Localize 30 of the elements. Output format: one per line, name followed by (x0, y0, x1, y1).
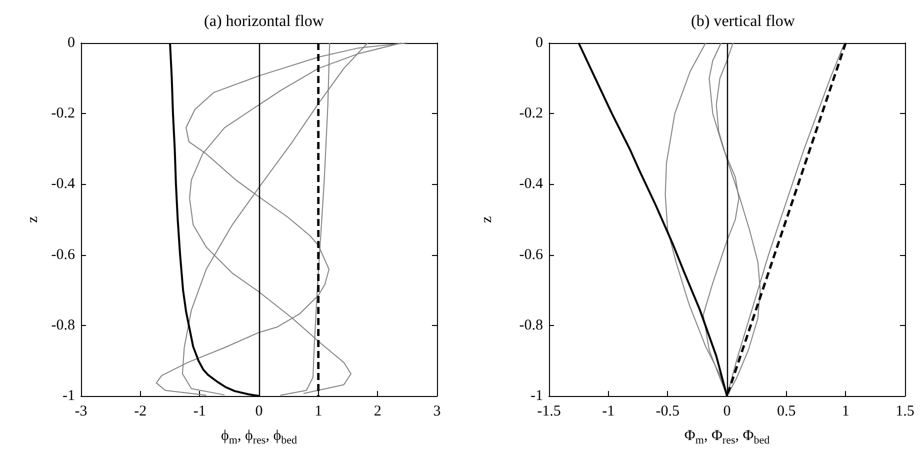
y-axis-title: z (24, 216, 41, 223)
chart-title: (a) horizontal flow (204, 13, 324, 30)
y-axis-title: z (479, 216, 495, 223)
y-tick-label: 0 (68, 35, 75, 51)
y-tick-label: 0 (536, 35, 543, 51)
x-tick-label: 1 (314, 404, 322, 420)
y-tick-label: -1 (530, 388, 543, 404)
x-tick-label: -3 (74, 404, 88, 420)
x-tick-label: 1 (842, 404, 850, 420)
x-tick-label: 1.5 (896, 404, 914, 420)
x-tick-label: 0 (723, 404, 731, 420)
y-tick-label: -0.4 (51, 176, 76, 192)
y-tick-label: -0.8 (51, 317, 75, 334)
x-tick-label: 3 (433, 404, 441, 420)
y-tick-label: -0.4 (519, 176, 544, 192)
y-tick-label: -0.8 (519, 317, 543, 334)
x-tick-label: -1 (193, 404, 206, 420)
x-tick-label: 0.5 (776, 404, 796, 420)
y-tick-label: -0.6 (51, 246, 76, 263)
x-tick-label: -2 (134, 404, 147, 420)
x-tick-label: 0 (255, 404, 263, 420)
y-tick-label: -1 (62, 388, 75, 404)
x-tick-label: -0.5 (656, 404, 680, 420)
x-tick-label: -1.5 (537, 404, 561, 420)
y-tick-label: -0.2 (519, 106, 543, 122)
y-tick-label: -0.2 (51, 106, 75, 122)
y-tick-label: -0.6 (519, 246, 544, 263)
x-tick-label: -1 (602, 404, 615, 420)
chart-title: (b) vertical flow (691, 13, 796, 30)
x-tick-label: 2 (374, 404, 382, 420)
